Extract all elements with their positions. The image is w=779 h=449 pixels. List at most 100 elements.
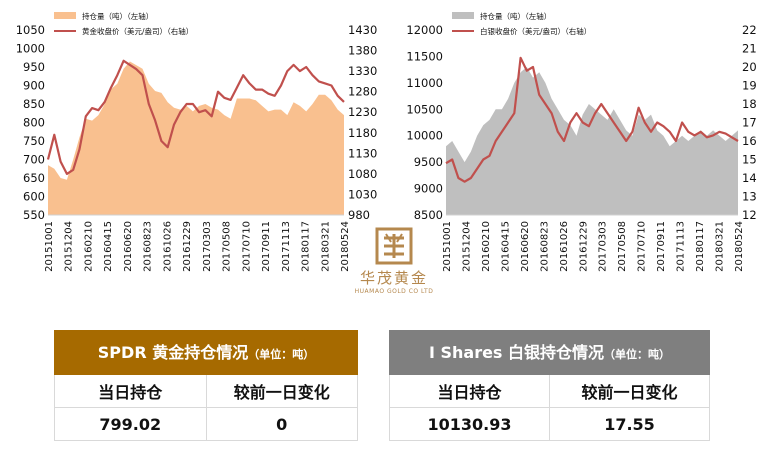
silver-x-tick-13: 20180117: [695, 221, 706, 272]
gold-left-tick-0: 550: [23, 208, 45, 222]
gold-x-tick-9: 20170508: [222, 221, 233, 272]
gold-left-tick-1: 600: [23, 190, 45, 204]
gold-x-tick-3: 20160415: [103, 221, 114, 272]
gold-x-tick-11: 20170911: [261, 221, 272, 272]
gold-left-tick-7: 900: [23, 79, 45, 93]
gold-right-tick-9: 1430: [348, 23, 377, 37]
gold-value-change: 0: [205, 408, 358, 440]
silver-left-tick-1: 9000: [414, 182, 443, 196]
silver-holdings-area: [446, 67, 738, 215]
silver-right-tick-0: 12: [742, 208, 757, 222]
gold-x-tick-8: 20170303: [202, 221, 213, 272]
gold-legend-line: 黄金收盘价（美元/盎司）（右轴）: [82, 26, 193, 36]
gold-right-tick-1: 1030: [348, 187, 377, 201]
silver-x-tick-0: 20151001: [442, 221, 453, 272]
silver-x-tick-6: 20161026: [559, 221, 570, 272]
silver-right-tick-5: 17: [742, 116, 757, 130]
silver-left-tick-4: 10500: [406, 102, 443, 116]
silver-right-tick-1: 13: [742, 190, 757, 204]
silver-col-change: 较前一日变化: [549, 375, 709, 407]
silver-x-tick-9: 20170508: [617, 221, 628, 272]
silver-x-tick-5: 20160823: [539, 221, 550, 272]
silver-price-line: [445, 56, 739, 183]
silver-left-tick-2: 9500: [414, 155, 443, 169]
gold-left-tick-6: 850: [23, 97, 45, 111]
gold-right-tick-4: 1180: [348, 126, 377, 140]
gold-right-tick-8: 1380: [348, 44, 377, 58]
gold-left-tick-8: 950: [23, 60, 45, 74]
silver-x-tick-11: 20170911: [656, 221, 667, 272]
gold-left-tick-2: 650: [23, 171, 45, 185]
gold-right-tick-0: 980: [348, 208, 370, 222]
gold-left-tick-9: 1000: [16, 42, 45, 56]
silver-x-tick-2: 20160210: [481, 221, 492, 272]
gold-x-tick-15: 20180524: [340, 221, 351, 272]
gold-x-tick-4: 20160620: [123, 221, 134, 272]
silver-x-tick-14: 20180321: [715, 221, 726, 272]
gold-right-tick-5: 1230: [348, 105, 377, 119]
silver-table-header: I Shares 白银持仓情况（单位：吨）: [389, 330, 710, 375]
gold-right-tick-7: 1330: [348, 64, 377, 78]
gold-right-tick-2: 1080: [348, 167, 377, 181]
silver-right-tick-2: 14: [742, 171, 757, 185]
gold-left-tick-3: 700: [23, 153, 45, 167]
gold-x-tick-1: 20151204: [64, 221, 75, 272]
company-logo: 华茂黄金 HUAMAO GOLD CO LTD: [354, 226, 434, 302]
silver-right-tick-3: 15: [742, 153, 757, 167]
gold-table-title: SPDR 黄金持仓情况: [97, 343, 249, 362]
gold-holdings-table: SPDR 黄金持仓情况（单位：吨） 当日持仓 较前一日变化 799.02 0: [54, 330, 358, 441]
gold-right-tick-3: 1130: [348, 146, 377, 160]
silver-x-tick-12: 20171113: [676, 221, 687, 272]
logo-mark-icon: [375, 227, 413, 265]
silver-left-tick-0: 8500: [414, 208, 443, 222]
gold-legend-area: 持仓量（吨）（左轴）: [82, 11, 153, 21]
silver-x-tick-7: 20161229: [578, 221, 589, 272]
silver-right-tick-9: 21: [742, 42, 757, 56]
gold-x-tick-6: 20161026: [162, 221, 173, 272]
silver-holdings-chart: 8500 9000 9500 10000 10500 11000 11500 12000 12 1…: [406, 11, 757, 272]
gold-holdings-chart: 550 600 650 700 750 800 850 900 950 1000 1050 980 10…: [16, 11, 378, 272]
silver-value-change: 17.55: [549, 408, 709, 440]
silver-x-tick-4: 20160620: [520, 221, 531, 272]
gold-price-line: [46, 59, 345, 175]
gold-holdings-area: [48, 61, 344, 215]
silver-right-tick-6: 18: [742, 97, 757, 111]
gold-x-tick-13: 20180117: [301, 221, 312, 272]
silver-x-tick-8: 20170303: [598, 221, 609, 272]
silver-right-tick-4: 16: [742, 134, 757, 148]
gold-col-change: 较前一日变化: [205, 375, 358, 407]
gold-x-tick-5: 20160823: [143, 221, 154, 272]
silver-left-tick-6: 11500: [406, 49, 443, 63]
silver-value-current: 10130.93: [427, 414, 512, 434]
silver-legend-area: 持仓量（吨）（左轴）: [480, 11, 551, 21]
silver-right-tick-10: 22: [742, 23, 757, 37]
logo-english-name: HUAMAO GOLD CO LTD: [354, 288, 434, 295]
silver-left-tick-7: 12000: [406, 23, 443, 37]
silver-table-unit: （单位：吨）: [604, 348, 671, 361]
gold-x-tick-7: 20161229: [182, 221, 193, 272]
silver-x-tick-10: 20170710: [637, 221, 648, 272]
gold-col-current: 当日持仓: [98, 383, 163, 402]
gold-legend-swatch-area: [54, 12, 76, 19]
silver-x-tick-15: 20180524: [734, 221, 745, 272]
silver-right-tick-7: 19: [742, 79, 757, 93]
silver-holdings-table: I Shares 白银持仓情况（单位：吨） 当日持仓 较前一日变化 10130.…: [389, 330, 710, 441]
gold-table-header: SPDR 黄金持仓情况（单位：吨）: [54, 330, 358, 375]
silver-x-tick-1: 20151204: [461, 221, 472, 272]
silver-legend-line: 白银收盘价（美元/盎司）（右轴）: [480, 26, 591, 36]
silver-x-tick-3: 20160415: [500, 221, 511, 272]
gold-value-current: 799.02: [99, 414, 162, 434]
gold-x-tick-12: 20171113: [281, 221, 292, 272]
silver-left-tick-3: 10000: [406, 129, 443, 143]
gold-right-tick-6: 1280: [348, 85, 377, 99]
silver-left-tick-5: 11000: [406, 76, 443, 90]
silver-col-current: 当日持仓: [437, 383, 502, 402]
silver-table-title: I Shares 白银持仓情况: [428, 343, 605, 362]
gold-x-tick-10: 20170710: [241, 221, 252, 272]
gold-left-tick-4: 750: [23, 134, 45, 148]
gold-x-tick-0: 20151001: [44, 221, 55, 272]
gold-left-tick-10: 1050: [16, 23, 45, 37]
gold-x-tick-14: 20180321: [320, 221, 331, 272]
logo-chinese-name: 华茂黄金: [359, 269, 428, 287]
silver-legend-swatch-area: [452, 12, 474, 19]
